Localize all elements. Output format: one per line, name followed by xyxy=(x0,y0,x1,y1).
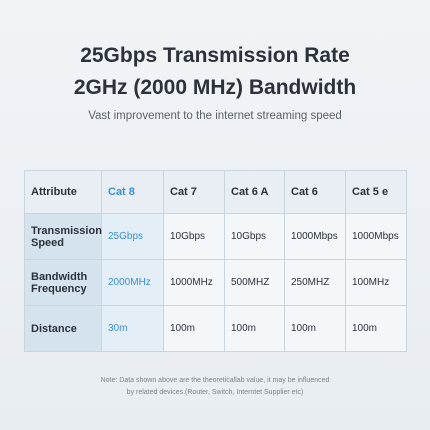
table-row: Transmission Speed 25Gbps 10Gbps 10Gbps 1000… xyxy=(24,213,407,260)
note-line: Note: Data shown above are the theoretic… xyxy=(100,377,330,384)
table-row: Bandwidth Frequency 2000MHz 1000MHz 500MHZ 2… xyxy=(24,259,407,306)
column-header: Cat 6 A xyxy=(224,170,285,214)
table-cell: 500MHZ xyxy=(224,259,285,306)
column-header: Cat 6 xyxy=(284,170,346,214)
table-cell: 100m xyxy=(345,305,407,352)
table-cell: 100m xyxy=(284,305,346,352)
table-cell: 100m xyxy=(224,305,285,352)
subtitle: Vast improvement to the internet streami… xyxy=(88,110,342,122)
row-header: Distance xyxy=(24,305,102,352)
table-cell: 30m xyxy=(101,305,164,352)
title-line: 25Gbps Transmission Rate xyxy=(80,44,350,67)
header-row: Attribute Cat 8 Cat 7 Cat 6 A Cat 6 Cat 5 e xyxy=(24,170,407,214)
row-header: Transmission Speed xyxy=(24,213,102,260)
table-cell: 250MHZ xyxy=(284,259,346,306)
column-header: Cat 7 xyxy=(163,170,225,214)
table-cell: 10Gbps xyxy=(224,213,285,260)
title-line: 2GHz (2000 MHz) Bandwidth xyxy=(73,76,357,99)
table-cell: 2000MHz xyxy=(101,259,164,306)
column-header: Cat 8 xyxy=(101,170,164,214)
table-cell: 10Gbps xyxy=(163,213,225,260)
table-row: Distance 30m 100m 100m 100m 100m xyxy=(24,305,407,352)
table-cell: 1000Mbps xyxy=(345,213,407,260)
table-cell: 100MHz xyxy=(345,259,407,306)
table-cell: 1000MHz xyxy=(163,259,225,306)
column-header: Attribute xyxy=(24,170,102,214)
table-cell: 100m xyxy=(163,305,225,352)
table-cell: 1000Mbps xyxy=(284,213,346,260)
note-line: by related devices.(Router, Switch, Inte… xyxy=(126,389,304,396)
table-cell: 25Gbps xyxy=(101,213,164,260)
column-header: Cat 5 e xyxy=(345,170,407,214)
comparison-table: Attribute Cat 8 Cat 7 Cat 6 A Cat 6 Cat 5 e Tr… xyxy=(24,170,407,352)
row-header: Bandwidth Frequency xyxy=(24,259,102,306)
